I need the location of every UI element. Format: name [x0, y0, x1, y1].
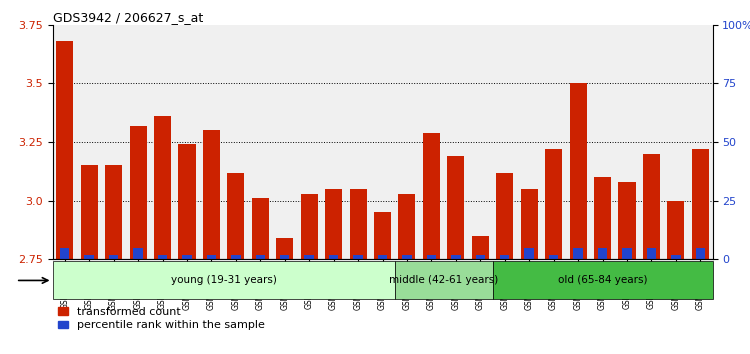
Bar — [56, 41, 74, 259]
Bar — [130, 126, 146, 259]
Bar — [500, 255, 509, 259]
Bar — [394, 261, 493, 299]
Bar — [350, 189, 367, 259]
Bar — [353, 255, 363, 259]
Bar — [622, 247, 632, 259]
Bar — [207, 255, 216, 259]
Bar — [619, 182, 635, 259]
Bar — [231, 255, 241, 259]
Bar — [378, 255, 387, 259]
Bar — [280, 255, 290, 259]
Bar — [325, 189, 342, 259]
Legend: transformed count, percentile rank within the sample: transformed count, percentile rank withi… — [58, 307, 265, 331]
Bar — [671, 255, 680, 259]
Bar — [545, 149, 562, 259]
Bar — [227, 172, 244, 259]
Bar — [423, 133, 440, 259]
Bar — [154, 116, 171, 259]
Bar — [301, 194, 318, 259]
Bar — [398, 194, 416, 259]
Bar — [695, 247, 705, 259]
Bar — [643, 154, 660, 259]
Bar — [276, 238, 293, 259]
Bar — [304, 255, 313, 259]
Bar — [80, 165, 98, 259]
Text: GDS3942 / 206627_s_at: GDS3942 / 206627_s_at — [53, 11, 202, 24]
Bar — [472, 236, 489, 259]
Bar — [105, 165, 122, 259]
Bar — [646, 247, 656, 259]
Bar — [85, 255, 94, 259]
Bar — [134, 247, 142, 259]
Bar — [668, 201, 685, 259]
Bar — [496, 172, 513, 259]
Bar — [692, 149, 709, 259]
Bar — [524, 247, 534, 259]
Bar — [573, 247, 583, 259]
Bar — [178, 144, 196, 259]
Bar — [569, 84, 586, 259]
Bar — [447, 156, 464, 259]
Bar — [374, 212, 391, 259]
Bar — [182, 255, 192, 259]
Bar — [158, 255, 167, 259]
Bar — [53, 261, 394, 299]
Bar — [549, 255, 558, 259]
Bar — [452, 255, 460, 259]
Bar — [202, 130, 220, 259]
Bar — [598, 247, 608, 259]
Bar — [252, 198, 268, 259]
Bar — [493, 261, 712, 299]
Text: old (65-84 years): old (65-84 years) — [558, 275, 647, 285]
Text: young (19-31 years): young (19-31 years) — [171, 275, 277, 285]
Bar — [329, 255, 338, 259]
Bar — [476, 255, 485, 259]
Bar — [256, 255, 265, 259]
Bar — [109, 255, 118, 259]
Bar — [520, 189, 538, 259]
Bar — [427, 255, 436, 259]
Text: middle (42-61 years): middle (42-61 years) — [389, 275, 498, 285]
Bar — [60, 247, 70, 259]
Bar — [402, 255, 412, 259]
Bar — [594, 177, 611, 259]
